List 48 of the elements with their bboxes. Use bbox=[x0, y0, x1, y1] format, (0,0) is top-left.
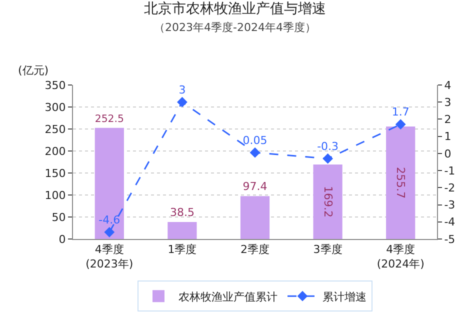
data-label: 3 bbox=[178, 83, 186, 96]
y2-tick-label: -2 bbox=[444, 182, 456, 195]
y-tick-label: 250 bbox=[44, 122, 66, 136]
y2-tick-label: -4 bbox=[444, 216, 456, 229]
data-label: -4.6 bbox=[98, 213, 120, 226]
data-label: -0.3 bbox=[317, 140, 339, 153]
x-tick-label: 3季度 bbox=[313, 243, 342, 256]
y-tick-label: 50 bbox=[52, 210, 66, 224]
data-label: 0.05 bbox=[242, 134, 268, 147]
data-label: 1.7 bbox=[392, 106, 410, 119]
y-tick-label: 0 bbox=[58, 232, 66, 246]
x-tick-label: 4季度 (2024年) bbox=[376, 243, 424, 270]
x-tick-label: 1季度 bbox=[168, 243, 197, 256]
y-tick-label: 300 bbox=[44, 100, 66, 114]
chart-subtitle: （2023年4季度-2024年4季度） bbox=[154, 21, 316, 34]
data-label: 169.2 bbox=[321, 186, 334, 218]
y2-tick-label: -3 bbox=[444, 198, 456, 212]
x-tick-label: 2季度 bbox=[240, 243, 270, 256]
y-tick-label: 200 bbox=[44, 144, 66, 158]
y2-tick-label: 4 bbox=[444, 78, 452, 92]
data-label: 38.5 bbox=[170, 206, 194, 220]
bar bbox=[240, 196, 270, 239]
y2-tick-label: 1 bbox=[444, 130, 452, 144]
legend-label: 农林牧渔业产值累计 bbox=[178, 290, 278, 304]
y2-tick-label: 0 bbox=[444, 147, 452, 160]
bar bbox=[386, 126, 416, 239]
y-tick-label: 100 bbox=[44, 188, 66, 202]
point bbox=[395, 119, 406, 130]
bar bbox=[168, 222, 197, 239]
x-tick-label: 4季度 (2023年) bbox=[86, 243, 134, 270]
y-axis-title: (亿元) bbox=[18, 64, 49, 77]
point bbox=[104, 226, 115, 238]
chart-title: 北京市农林牧渔业产值与增速 bbox=[144, 0, 326, 17]
y2-tick-label: 3 bbox=[444, 96, 452, 109]
bar bbox=[94, 128, 124, 239]
data-label: 252.5 bbox=[94, 114, 124, 126]
y-tick-label: 350 bbox=[44, 78, 66, 92]
y2-tick-label: -1 bbox=[444, 164, 456, 178]
point bbox=[322, 153, 333, 164]
y2-tick-label: -5 bbox=[444, 232, 456, 246]
data-label: 255.7 bbox=[394, 166, 408, 198]
y2-tick-label: 2 bbox=[444, 113, 452, 126]
legend-label: 累计增速 bbox=[322, 290, 366, 304]
point bbox=[177, 96, 188, 108]
data-label: 97.4 bbox=[242, 180, 268, 194]
bar bbox=[313, 164, 342, 239]
y-tick-label: 150 bbox=[44, 166, 66, 180]
point bbox=[250, 147, 260, 158]
